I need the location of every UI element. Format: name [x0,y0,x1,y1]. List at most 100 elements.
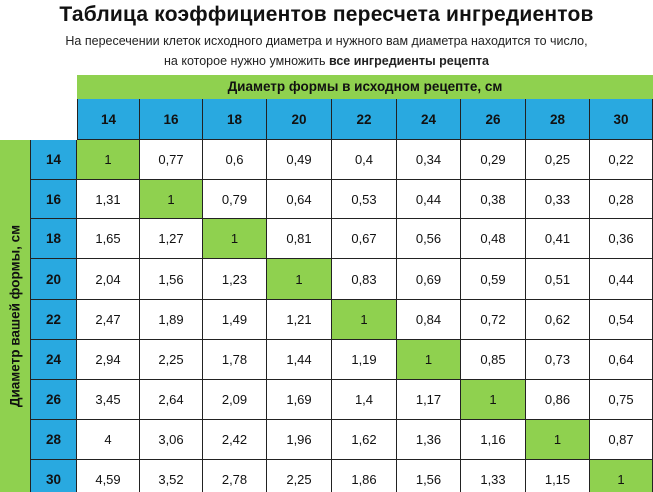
table-cell: 0,44 [397,180,461,219]
table-cell: 1,62 [332,420,397,460]
table-cell: 0,62 [526,300,590,340]
row-header: 14 [30,140,77,180]
table-cell: 1,19 [332,340,397,380]
table-cell: 4,59 [77,460,140,492]
column-header: 16 [140,99,203,140]
table-cell: 0,84 [397,300,461,340]
table-cell: 0,49 [267,140,332,180]
column-header: 14 [77,99,140,140]
table-cell: 0,6 [203,140,267,180]
table-cell: 0,64 [590,340,653,380]
table-cell: 2,09 [203,380,267,420]
table-cell: 0,54 [590,300,653,340]
column-header: 22 [332,99,397,140]
table-cell: 2,47 [77,300,140,340]
table-cell: 1,31 [77,180,140,219]
table-cell: 1,4 [332,380,397,420]
table-cell: 1 [526,420,590,460]
column-header: 18 [203,99,267,140]
table-cell: 0,64 [267,180,332,219]
table-cell: 3,06 [140,420,203,460]
table-cell: 0,28 [590,180,653,219]
table-cell: 2,78 [203,460,267,492]
column-header: 28 [526,99,590,140]
table-cell: 1 [203,219,267,259]
table-cell: 0,56 [397,219,461,259]
table-cell: 1,33 [461,460,526,492]
row-header: 20 [30,259,77,300]
table-cell: 2,25 [267,460,332,492]
table-cell: 1,49 [203,300,267,340]
table-cell: 0,36 [590,219,653,259]
row-header: 24 [30,340,77,380]
table-cell: 1,89 [140,300,203,340]
table-cell: 1,69 [267,380,332,420]
table-cell: 0,75 [590,380,653,420]
table-cell: 2,04 [77,259,140,300]
table-cell: 0,72 [461,300,526,340]
table-cell: 0,59 [461,259,526,300]
table-cell: 0,38 [461,180,526,219]
target-diameter-label: Диаметр вашей формы, см [7,224,23,408]
target-diameter-band [0,140,30,492]
table-cell: 0,33 [526,180,590,219]
table-cell: 0,29 [461,140,526,180]
column-header: 24 [397,99,461,140]
table-cell: 0,44 [590,259,653,300]
table-cell: 0,86 [526,380,590,420]
table-cell: 2,42 [203,420,267,460]
subtitle-line-1: На пересечении клеток исходного диаметра… [65,34,588,48]
table-cell: 1 [461,380,526,420]
table-cell: 1,15 [526,460,590,492]
page-title: Таблица коэффициентов пересчета ингредие… [59,3,594,26]
table-cell: 0,77 [140,140,203,180]
table-cell: 0,4 [332,140,397,180]
row-header: 30 [30,460,77,492]
table-cell: 1 [332,300,397,340]
table-cell: 0,87 [590,420,653,460]
table-cell: 0,73 [526,340,590,380]
table-cell: 4 [77,420,140,460]
table-cell: 1 [397,340,461,380]
subtitle-line-2-bold: все ингредиенты рецепта [328,54,489,68]
table-cell: 0,79 [203,180,267,219]
table-cell: 0,67 [332,219,397,259]
table-cell: 0,53 [332,180,397,219]
row-header: 26 [30,380,77,420]
table-cell: 2,25 [140,340,203,380]
table-cell: 1,21 [267,300,332,340]
table-cell: 0,69 [397,259,461,300]
table-cell: 1,56 [397,460,461,492]
table-cell: 1,56 [140,259,203,300]
table-cell: 1,86 [332,460,397,492]
table-cell: 1,65 [77,219,140,259]
table-cell: 1,16 [461,420,526,460]
table-cell: 1,27 [140,219,203,259]
table-cell: 1,17 [397,380,461,420]
subtitle: На пересечении клеток исходного диаметра… [0,31,653,71]
table-cell: 1,78 [203,340,267,380]
column-header: 26 [461,99,526,140]
table-cell: 0,41 [526,219,590,259]
table-cell: 2,64 [140,380,203,420]
table-cell: 0,22 [590,140,653,180]
table-cell: 0,83 [332,259,397,300]
column-header: 30 [590,99,653,140]
subtitle-line-2-prefix: на которое нужно умножить [164,54,329,68]
column-header: 20 [267,99,332,140]
table-cell: 1,44 [267,340,332,380]
row-header: 22 [30,300,77,340]
row-header: 18 [30,219,77,259]
table-cell: 1 [140,180,203,219]
table-cell: 1,36 [397,420,461,460]
table-cell: 1 [77,140,140,180]
table-cell: 1,23 [203,259,267,300]
row-header: 28 [30,420,77,460]
source-diameter-header: Диаметр формы в исходном рецепте, см [77,74,653,99]
table-cell: 0,34 [397,140,461,180]
table-cell: 1,96 [267,420,332,460]
table-cell: 1 [267,259,332,300]
table-cell: 0,51 [526,259,590,300]
table-cell: 3,52 [140,460,203,492]
table-cell: 2,94 [77,340,140,380]
